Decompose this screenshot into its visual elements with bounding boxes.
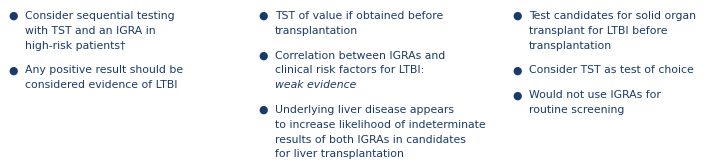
- Text: Consider sequential testing: Consider sequential testing: [25, 11, 175, 21]
- Text: Any positive result should be: Any positive result should be: [25, 65, 183, 75]
- Text: ●: ●: [258, 11, 267, 21]
- Text: ●: ●: [512, 11, 521, 21]
- Text: Test candidates for solid organ: Test candidates for solid organ: [529, 11, 696, 21]
- Text: ●: ●: [512, 90, 521, 100]
- Text: results of both IGRAs in candidates: results of both IGRAs in candidates: [275, 135, 466, 145]
- Text: with TST and an IGRA in: with TST and an IGRA in: [25, 26, 156, 36]
- Text: Would not use IGRAs for: Would not use IGRAs for: [529, 90, 661, 100]
- Text: Correlation between IGRAs and: Correlation between IGRAs and: [275, 51, 445, 61]
- Text: ●: ●: [8, 11, 17, 21]
- Text: transplant for LTBI before: transplant for LTBI before: [529, 26, 668, 36]
- Text: Consider TST as test of choice: Consider TST as test of choice: [529, 65, 694, 75]
- Text: transplantation: transplantation: [275, 26, 358, 36]
- Text: transplantation: transplantation: [529, 41, 612, 51]
- Text: to increase likelihood of indeterminate: to increase likelihood of indeterminate: [275, 120, 486, 130]
- Text: high-risk patients†: high-risk patients†: [25, 41, 126, 51]
- Text: routine screening: routine screening: [529, 105, 625, 115]
- Text: clinical risk factors for LTBI:: clinical risk factors for LTBI:: [275, 65, 425, 75]
- Text: Underlying liver disease appears: Underlying liver disease appears: [275, 105, 454, 115]
- Text: weak evidence: weak evidence: [275, 80, 357, 90]
- Text: ●: ●: [512, 65, 521, 75]
- Text: TST of value if obtained before: TST of value if obtained before: [275, 11, 443, 21]
- Text: ●: ●: [258, 51, 267, 61]
- Text: considered evidence of LTBI: considered evidence of LTBI: [25, 80, 178, 90]
- Text: ●: ●: [8, 65, 17, 75]
- Text: for liver transplantation: for liver transplantation: [275, 149, 404, 159]
- Text: ●: ●: [258, 105, 267, 115]
